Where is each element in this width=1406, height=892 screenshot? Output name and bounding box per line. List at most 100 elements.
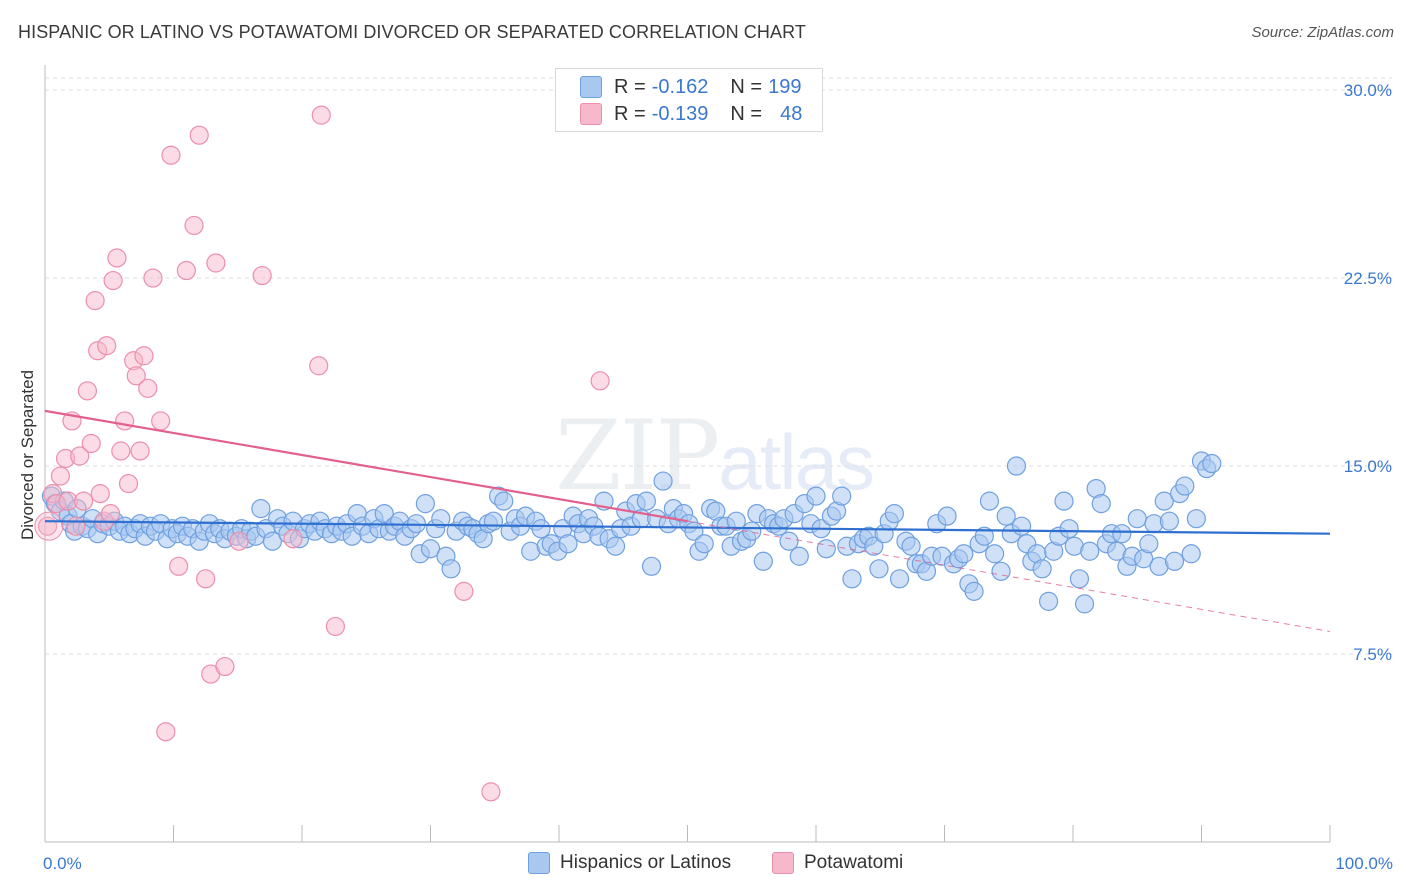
data-point-hispanic — [531, 519, 551, 539]
data-point-hispanic — [816, 539, 836, 559]
legend-row-potawatomi: R = -0.139 N = 48 — [580, 101, 802, 127]
data-point-hispanic — [1032, 559, 1052, 579]
data-point-potawatomi — [73, 491, 94, 511]
data-point-potawatomi — [115, 411, 135, 431]
data-point-hispanic — [869, 559, 889, 579]
data-point-hispanic — [420, 539, 441, 559]
data-point-potawatomi — [590, 371, 610, 391]
data-point-hispanic — [964, 581, 984, 601]
data-point-potawatomi — [103, 270, 123, 291]
data-point-potawatomi — [189, 125, 209, 145]
legend-r-value: -0.139 — [651, 102, 709, 125]
data-point-hispanic — [494, 491, 514, 511]
bottom-legend-hispanic[interactable]: Hispanics or Latinos — [528, 852, 731, 874]
data-point-hispanic — [1139, 534, 1159, 554]
chart-title: HISPANIC OR LATINO VS POTAWATOMI DIVORCE… — [18, 22, 806, 42]
series-potawatomi-points — [34, 105, 610, 802]
trend-line-hispanic — [44, 520, 1331, 535]
legend-n-value: 199 — [768, 75, 802, 98]
data-point-hispanic — [864, 536, 884, 556]
data-point-hispanic — [558, 534, 578, 554]
data-point-hispanic — [1091, 494, 1111, 514]
data-point-potawatomi — [206, 253, 226, 273]
data-point-hispanic — [1175, 476, 1195, 496]
data-point-hispanic — [1011, 516, 1032, 536]
data-point-hispanic — [641, 556, 662, 576]
data-point-hispanic — [842, 569, 862, 589]
data-point-hispanic — [1069, 569, 1090, 589]
data-point-hispanic — [1154, 491, 1174, 511]
data-point-hispanic — [1181, 544, 1201, 564]
data-point-hispanic — [779, 531, 799, 551]
legend-n-value: 48 — [780, 102, 803, 125]
bottom-legend: Hispanics or Latinos Potawatomi — [0, 852, 1406, 878]
grid-lines — [45, 77, 1392, 655]
data-point-hispanic — [694, 534, 714, 554]
data-point-hispanic — [653, 471, 673, 491]
data-point-hispanic — [636, 491, 656, 511]
data-point-potawatomi — [85, 291, 105, 311]
legend-r-label: R = — [614, 102, 646, 125]
data-point-potawatomi — [169, 556, 189, 576]
legend-swatch-hispanic — [580, 76, 602, 98]
trend-line-potawatomi-extension — [687, 520, 1331, 632]
data-point-hispanic — [1054, 491, 1074, 511]
data-point-potawatomi — [151, 411, 171, 431]
legend-n-label: N = — [730, 75, 763, 98]
data-point-hispanic — [431, 509, 451, 529]
data-point-hispanic — [441, 559, 461, 579]
axis-labels: 7.5% 15.0% 22.5% 30.0% 0.0% 100.0% — [43, 81, 1393, 873]
data-point-potawatomi — [311, 105, 331, 125]
data-point-hispanic — [806, 486, 826, 506]
data-point-hispanic — [1127, 509, 1147, 529]
data-point-potawatomi — [252, 265, 272, 286]
data-point-hispanic — [832, 486, 852, 506]
data-point-potawatomi — [111, 441, 131, 461]
bottom-legend-potawatomi[interactable]: Potawatomi — [772, 852, 903, 874]
y-tick-label: 22.5% — [1344, 269, 1392, 288]
data-point-potawatomi — [215, 656, 235, 677]
data-point-hispanic — [1038, 591, 1059, 611]
data-point-potawatomi — [126, 366, 146, 386]
bottom-legend-swatch-hispanic — [528, 852, 550, 874]
data-point-hispanic — [605, 536, 626, 556]
legend-swatch-potawatomi — [580, 103, 602, 125]
series-hispanic-points — [41, 451, 1222, 614]
data-point-hispanic — [1059, 519, 1079, 539]
data-point-potawatomi — [138, 378, 158, 398]
x-tick-label-max: 100.0% — [1335, 854, 1393, 873]
data-point-hispanic — [1159, 511, 1179, 531]
data-point-potawatomi — [156, 722, 176, 742]
data-point-hispanic — [742, 521, 762, 541]
data-point-hispanic — [251, 499, 271, 519]
data-point-hispanic — [1112, 524, 1132, 544]
data-point-hispanic — [415, 494, 435, 514]
data-point-hispanic — [1164, 551, 1185, 571]
data-point-hispanic — [789, 546, 809, 566]
data-point-hispanic — [753, 551, 773, 571]
data-point-potawatomi — [81, 433, 101, 454]
data-point-potawatomi — [454, 581, 474, 601]
data-point-potawatomi — [161, 145, 181, 165]
legend-r-value: -0.162 — [651, 75, 709, 98]
data-point-potawatomi — [50, 466, 71, 486]
data-point-hispanic — [374, 504, 394, 524]
data-point-hispanic — [1186, 509, 1206, 529]
source-label: Source: ZipAtlas.com — [1251, 24, 1394, 41]
data-point-hispanic — [884, 504, 904, 524]
data-point-potawatomi — [143, 268, 163, 288]
data-point-potawatomi — [283, 529, 303, 549]
y-tick-label: 15.0% — [1344, 457, 1392, 476]
data-point-hispanic — [974, 526, 994, 546]
legend-r-label: R = — [614, 75, 646, 98]
data-point-hispanic — [1006, 456, 1027, 476]
data-point-potawatomi — [229, 531, 249, 551]
y-tick-label: 30.0% — [1344, 81, 1392, 100]
legend-n-label: N = — [730, 102, 763, 125]
x-tick-label-min: 0.0% — [43, 854, 82, 873]
data-point-hispanic — [1202, 453, 1222, 474]
data-point-potawatomi — [100, 504, 121, 524]
data-point-hispanic — [889, 569, 910, 589]
data-point-hispanic — [954, 544, 974, 564]
